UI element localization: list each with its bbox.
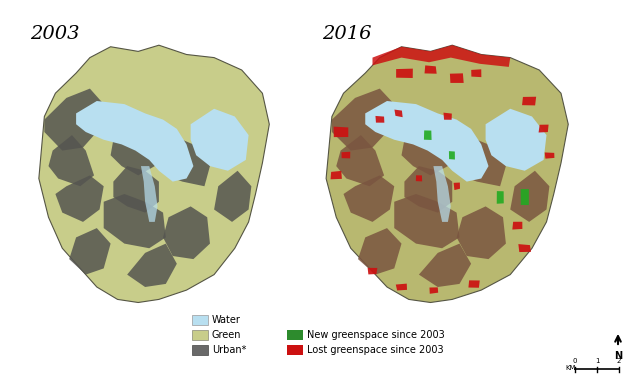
Text: KM: KM	[565, 365, 576, 371]
Polygon shape	[330, 171, 342, 179]
Polygon shape	[539, 125, 549, 132]
Text: 0: 0	[573, 358, 577, 364]
Text: New greenspace since 2003: New greenspace since 2003	[307, 330, 445, 340]
Polygon shape	[471, 69, 481, 77]
Bar	[192, 315, 208, 325]
Polygon shape	[522, 97, 536, 105]
Polygon shape	[401, 129, 452, 175]
Polygon shape	[394, 110, 403, 117]
Polygon shape	[424, 65, 436, 74]
Polygon shape	[521, 189, 529, 205]
Bar	[192, 345, 208, 355]
Polygon shape	[512, 222, 522, 229]
Polygon shape	[44, 89, 104, 151]
Polygon shape	[443, 113, 452, 120]
Polygon shape	[190, 109, 249, 171]
Polygon shape	[336, 135, 384, 186]
Text: 2003: 2003	[30, 25, 79, 43]
Polygon shape	[416, 175, 422, 182]
Text: Urban*: Urban*	[212, 345, 247, 355]
Polygon shape	[457, 140, 506, 186]
Polygon shape	[373, 45, 511, 67]
Polygon shape	[497, 191, 504, 204]
Bar	[192, 330, 208, 340]
Polygon shape	[404, 166, 452, 212]
Text: N: N	[614, 351, 622, 361]
Polygon shape	[367, 268, 378, 274]
Polygon shape	[450, 73, 464, 83]
Polygon shape	[486, 109, 546, 171]
Polygon shape	[396, 284, 407, 291]
Bar	[287, 345, 303, 355]
Polygon shape	[49, 135, 94, 186]
Bar	[287, 330, 303, 340]
Polygon shape	[344, 175, 394, 222]
Polygon shape	[334, 127, 348, 137]
Polygon shape	[424, 130, 431, 140]
Polygon shape	[518, 244, 531, 252]
Polygon shape	[429, 287, 438, 294]
Polygon shape	[214, 171, 251, 222]
Polygon shape	[76, 101, 194, 182]
Polygon shape	[111, 129, 159, 175]
Polygon shape	[113, 166, 159, 212]
Polygon shape	[39, 45, 269, 303]
Polygon shape	[341, 152, 350, 158]
Text: 2016: 2016	[322, 25, 371, 43]
Polygon shape	[56, 175, 104, 222]
Text: Water: Water	[212, 315, 241, 325]
Text: 2: 2	[617, 358, 621, 364]
Polygon shape	[419, 243, 471, 287]
Polygon shape	[358, 228, 401, 275]
Polygon shape	[511, 171, 550, 222]
Text: Lost greenspace since 2003: Lost greenspace since 2003	[307, 345, 443, 355]
Polygon shape	[326, 45, 568, 303]
Polygon shape	[163, 206, 210, 259]
Text: Green: Green	[212, 330, 242, 340]
Text: 1: 1	[595, 358, 599, 364]
Polygon shape	[332, 89, 394, 151]
Polygon shape	[69, 228, 111, 275]
Polygon shape	[104, 194, 166, 248]
Polygon shape	[457, 206, 506, 259]
Polygon shape	[544, 152, 555, 159]
Polygon shape	[376, 116, 384, 123]
Polygon shape	[449, 151, 455, 159]
Polygon shape	[468, 280, 480, 288]
Polygon shape	[394, 194, 459, 248]
Polygon shape	[366, 101, 488, 182]
Polygon shape	[396, 68, 413, 78]
Polygon shape	[127, 243, 177, 287]
Polygon shape	[454, 183, 460, 190]
Polygon shape	[433, 166, 450, 222]
Polygon shape	[163, 140, 210, 186]
Polygon shape	[141, 166, 158, 222]
